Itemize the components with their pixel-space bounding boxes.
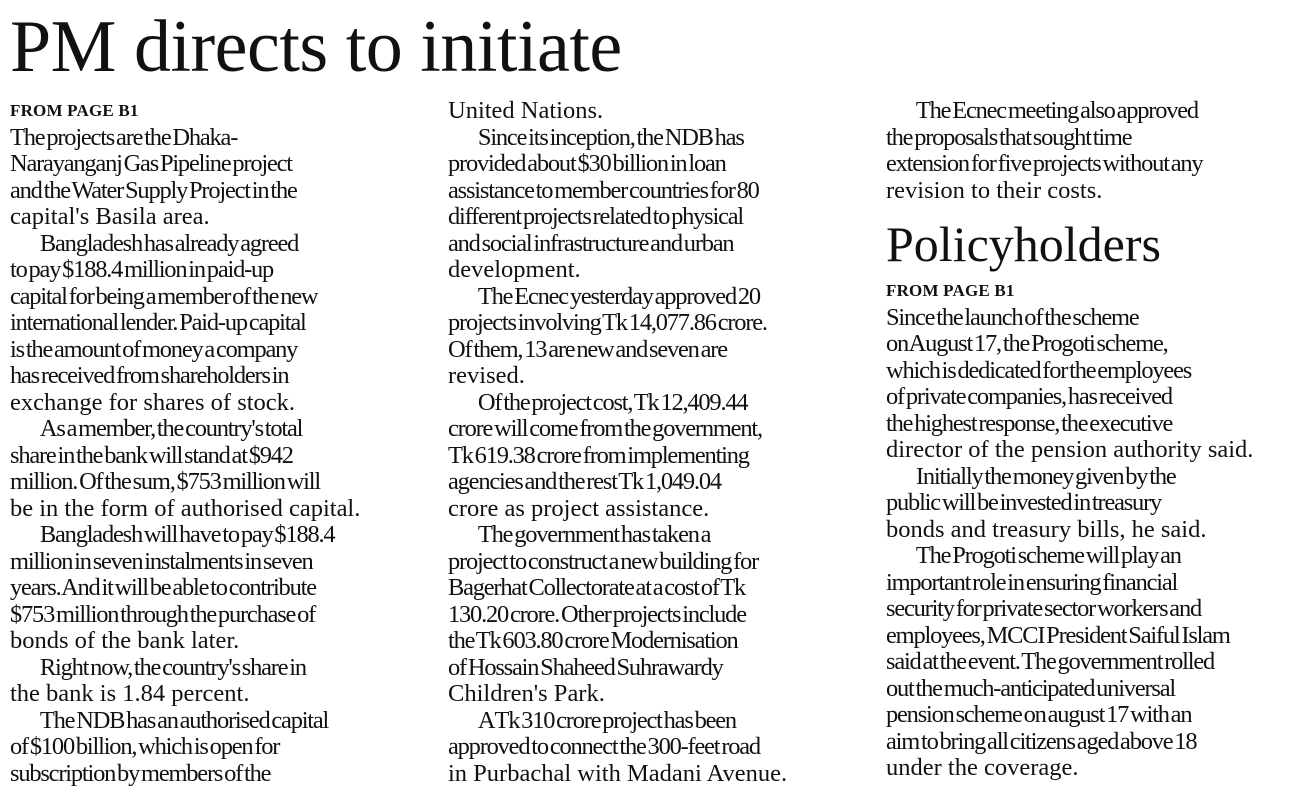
- section-headline: Policyholders: [886, 216, 1161, 272]
- text-line: director of the pension authority said.: [886, 436, 1254, 463]
- text-line: employees, MCCI President Saiful Islam: [886, 621, 1231, 649]
- text-line: The Progoti scheme will play an: [915, 542, 1182, 569]
- text-line: As a member, the country's total: [39, 415, 304, 442]
- text-line: assistance to member countries for 80: [448, 176, 760, 204]
- text-line: of Hossain Shaheed Suhrawardy: [448, 653, 724, 681]
- text-line: pension scheme on august 17 with an: [886, 701, 1193, 728]
- paragraph: The projects are the Dhaka- Narayanganj G…: [10, 123, 420, 231]
- jump-line: FROM PAGE B1: [10, 101, 139, 120]
- text-line: bonds and treasury bills, he said.: [886, 515, 1207, 543]
- text-line: crore as project assistance.: [448, 494, 710, 522]
- text-line: capital's Basila area.: [10, 203, 210, 230]
- text-line: different projects related to physical: [448, 203, 744, 230]
- text-line: Of the project cost, Tk 12,409.44: [477, 388, 749, 416]
- text-line: and the Water Supply Project in the: [10, 176, 298, 204]
- text-line: share in the bank will stand at $942: [10, 441, 294, 469]
- text-line: be in the form of authorised capital.: [10, 494, 361, 522]
- paragraph: Since the launch of the scheme on August …: [886, 303, 1296, 464]
- text-line: agencies and the rest Tk 1,049.04: [448, 468, 722, 495]
- text-line: A Tk 310 crore project has been: [477, 706, 737, 734]
- text-line: The NDB has an authorised capital: [39, 706, 329, 734]
- text-line: years. And it will be able to contribute: [10, 574, 317, 601]
- text-line: security for private sector workers and: [886, 595, 1202, 622]
- text-line: million. Of the sum, $753 million will: [10, 468, 321, 495]
- text-line: the Tk 603.80 crore Modernisation: [448, 627, 739, 654]
- text-line: to pay $188.4 million in paid-up: [10, 256, 274, 283]
- text-line: The government has taken a: [477, 521, 712, 548]
- text-line: provided about $30 billion in loan: [448, 150, 727, 177]
- text-line: United Nations.: [448, 97, 604, 124]
- text-line: The Ecnec yesterday approved 20: [477, 282, 761, 310]
- article-column-2: United Nations. Since its inception, the …: [448, 97, 858, 788]
- paragraph: As a member, the country's total share in…: [10, 415, 420, 522]
- paragraph: The government has taken a project to con…: [448, 521, 858, 708]
- paragraph: The Ecnec yesterday approved 20 projects …: [448, 282, 858, 390]
- paragraph: The NDB has an authorised capital of $100…: [10, 706, 420, 788]
- text-line: capital for being a member of the new: [10, 282, 319, 310]
- text-line: out the much-anticipated universal: [886, 674, 1176, 702]
- text-line: Children's Park.: [448, 680, 605, 707]
- paragraph: A Tk 310 crore project has been approved …: [448, 706, 858, 788]
- text-line: Of them, 13 are new and seven are: [448, 335, 728, 363]
- text-line: million in seven instalments in seven: [10, 547, 314, 575]
- text-line: in Purbachal with Madani Avenue.: [448, 759, 788, 787]
- text-line: 130.20 crore. Other projects include: [448, 600, 747, 628]
- text-line: Bangladesh will have to pay $188.4: [39, 521, 336, 548]
- text-line: development.: [448, 256, 581, 283]
- text-line: Right now, the country's share in: [39, 653, 307, 681]
- text-line: Narayanganj Gas Pipeline project: [10, 150, 293, 177]
- text-line: exchange for shares of stock.: [10, 388, 296, 416]
- text-line: important role in ensuring financial: [886, 568, 1178, 596]
- paragraph: Bangladesh has already agreed to pay $188…: [10, 229, 420, 417]
- paragraph: Initially the money given by the public w…: [886, 462, 1296, 544]
- text-line: project to construct a new building for: [448, 547, 759, 575]
- article-column-3: The Ecnec meeting also approved the propo…: [886, 97, 1296, 782]
- text-line: Bagerhat Collectorate at a cost of Tk: [448, 574, 746, 601]
- text-line: Bangladesh has already agreed: [39, 229, 299, 257]
- paragraph: United Nations.: [448, 97, 858, 125]
- paragraph: Since its inception, the NDB has provided…: [448, 123, 858, 284]
- text-line: Since its inception, the NDB has: [477, 123, 745, 151]
- text-line: Since the launch of the scheme: [886, 303, 1140, 331]
- text-line: of private companies, has received: [886, 383, 1173, 410]
- paragraph: Right now, the country's share in the ban…: [10, 653, 420, 708]
- text-line: is the amount of money a company: [10, 335, 298, 363]
- text-line: Tk 619.38 crore from implementing: [448, 441, 750, 469]
- text-line: extension for five projects without any: [886, 150, 1204, 177]
- text-line: revision to their costs.: [886, 176, 1103, 204]
- text-line: has received from shareholders in: [10, 362, 290, 389]
- headline: PM directs to initiate: [10, 6, 622, 88]
- paragraph: Of the project cost, Tk 12,409.44 crore w…: [448, 388, 858, 523]
- text-line: The projects are the Dhaka-: [10, 123, 238, 151]
- text-line: public will be invested in treasury: [886, 489, 1162, 516]
- text-line: approved to connect the 300-feet road: [448, 733, 761, 760]
- text-line: and social infrastructure and urban: [448, 229, 735, 257]
- article-column-1: FROM PAGE B1 The projects are the Dhaka- N…: [10, 98, 420, 787]
- text-line: international lender. Paid-up capital: [10, 309, 307, 336]
- text-line: of $100 billion, which is open for: [10, 733, 280, 760]
- paragraph: The Progoti scheme will play an important…: [886, 542, 1296, 782]
- text-line: crore will come from the government,: [448, 415, 763, 442]
- text-line: bonds of the bank later.: [10, 627, 240, 654]
- paragraph: Bangladesh will have to pay $188.4 millio…: [10, 521, 420, 655]
- text-line: revised.: [448, 362, 525, 389]
- jump-line: FROM PAGE B1: [886, 281, 1015, 300]
- text-line: $753 million through the purchase of: [10, 600, 316, 628]
- text-line: Initially the money given by the: [915, 462, 1177, 490]
- text-line: the bank is 1.84 percent.: [10, 680, 250, 707]
- text-line: under the coverage.: [886, 754, 1079, 781]
- text-line: the proposals that sought time: [886, 123, 1133, 151]
- text-line: which is dedicated for the employees: [886, 356, 1192, 384]
- text-line: The Ecnec meeting also approved: [915, 97, 1199, 124]
- text-line: the highest response, the executive: [886, 409, 1173, 437]
- text-line: said at the event. The government rolled: [886, 648, 1215, 675]
- text-line: aim to bring all citizens aged above 18: [886, 727, 1198, 755]
- text-line: projects involving Tk 14,077.86 crore.: [448, 309, 768, 336]
- paragraph: The Ecnec meeting also approved the propo…: [886, 97, 1296, 204]
- text-line: on August 17, the Progoti scheme,: [886, 330, 1169, 357]
- text-line: subscription by members of the: [10, 759, 271, 787]
